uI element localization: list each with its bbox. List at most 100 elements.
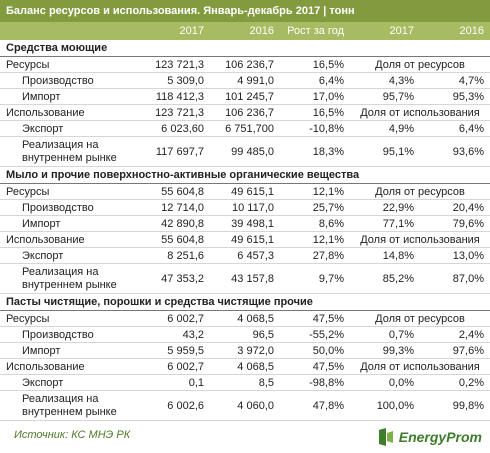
row-label: Импорт: [0, 215, 140, 232]
header-cell: Рост за год: [280, 22, 350, 40]
cell: 85,2%: [350, 263, 420, 294]
data-row: Экспорт 0,1 8,5 -98,8% 0,0% 0,2%: [0, 374, 490, 391]
source: Источник: КС МНЭ РК: [14, 429, 131, 441]
cell: 12 714,0: [140, 199, 210, 216]
cell: 47,5%: [280, 358, 350, 375]
cell: 4,7%: [420, 72, 490, 89]
cell: 25,7%: [280, 199, 350, 216]
title: Баланс ресурсов и использования. Январь-…: [0, 0, 490, 22]
cell: 95,3%: [420, 88, 490, 105]
row-label: Ресурсы: [0, 56, 140, 73]
row-label-text: Производство: [22, 328, 94, 341]
row-label-text: Реализация на внутреннем рынке: [22, 392, 117, 418]
cell: 4,3%: [350, 72, 420, 89]
row-label: Использование: [0, 104, 140, 121]
cell: 6 002,7: [140, 310, 210, 327]
cell: 106 236,7: [210, 104, 280, 121]
cell: 6,4%: [280, 72, 350, 89]
cell: 8,5: [210, 374, 280, 391]
row-label: Экспорт: [0, 247, 140, 264]
cell: 17,0%: [280, 88, 350, 105]
data-row: Импорт 118 412,3 101 245,7 17,0% 95,7% 95,3%: [0, 88, 490, 105]
cell: 106 236,7: [210, 56, 280, 73]
cell: 8,6%: [280, 215, 350, 232]
balance-table: 2017 2016 Рост за год 2017 2016 Средства мою…: [0, 22, 490, 421]
row-label-text: Использование: [6, 233, 85, 246]
cell: 96,5: [210, 326, 280, 343]
cell: -98,8%: [280, 374, 350, 391]
row-label-text: Производство: [22, 74, 94, 87]
section-title: Пасты чистящие, порошки и средства чистя…: [0, 293, 490, 311]
cell: 50,0%: [280, 342, 350, 359]
row-label-text: Реализация на внутреннем рынке: [22, 138, 117, 164]
cell: 42 890,8: [140, 215, 210, 232]
cell: 3 972,0: [210, 342, 280, 359]
cell: 2,4%: [420, 326, 490, 343]
cell: 6 457,3: [210, 247, 280, 264]
cell: 27,8%: [280, 247, 350, 264]
header-cell: 2016: [420, 22, 490, 40]
cell: 0,1: [140, 374, 210, 391]
row-label: Производство: [0, 199, 140, 216]
cell: 16,5%: [280, 56, 350, 73]
row-label-text: Ресурсы: [6, 58, 50, 71]
data-row: Производство 12 714,0 10 117,0 25,7% 22,9% 20…: [0, 199, 490, 216]
row-label: Реализация на внутреннем рынке: [0, 263, 140, 294]
section-title: Средства моющие: [0, 40, 490, 57]
row-label-text: Реализация на внутреннем рынке: [22, 265, 117, 291]
cell: 13,0%: [420, 247, 490, 264]
share-caption: Доля от использования: [350, 104, 490, 121]
row-label-text: Ресурсы: [6, 185, 50, 198]
logo-icon: [378, 428, 393, 446]
cell: 47 353,2: [140, 263, 210, 294]
cell: 14,8%: [350, 247, 420, 264]
cell: 16,5%: [280, 104, 350, 121]
row-label: Импорт: [0, 342, 140, 359]
cell: 99 485,0: [210, 136, 280, 167]
row-label-text: Ресурсы: [6, 312, 50, 325]
row-label-text: Экспорт: [22, 376, 64, 389]
cell: 39 498,1: [210, 215, 280, 232]
row-label: Реализация на внутреннем рынке: [0, 390, 140, 421]
data-row: Ресурсы 55 604,8 49 615,1 12,1% Доля от ресу…: [0, 183, 490, 200]
cell: 93,6%: [420, 136, 490, 167]
cell: 6 002,6: [140, 390, 210, 421]
cell: 10 117,0: [210, 199, 280, 216]
data-row: Реализация на внутреннем рынке 47 353,2 43…: [0, 263, 490, 294]
cell: 12,1%: [280, 231, 350, 248]
cell: 47,5%: [280, 310, 350, 327]
row-label-text: Импорт: [22, 344, 61, 357]
cell: 6 002,7: [140, 358, 210, 375]
logo: EnergyProm: [376, 425, 482, 449]
data-row: Экспорт 6 023,60 6 751,700 -10,8% 4,9% 6,4%: [0, 120, 490, 137]
share-caption: Доля от использования: [350, 358, 490, 375]
row-label: Экспорт: [0, 120, 140, 137]
cell: 123 721,3: [140, 104, 210, 121]
header-row: 2017 2016 Рост за год 2017 2016: [0, 22, 490, 40]
row-label: Производство: [0, 72, 140, 89]
cell: 18,3%: [280, 136, 350, 167]
cell: 87,0%: [420, 263, 490, 294]
share-caption: Доля от ресурсов: [350, 183, 490, 200]
cell: 95,7%: [350, 88, 420, 105]
data-row: Использование 55 604,8 49 615,1 12,1% Доля о…: [0, 231, 490, 248]
data-row: Использование 6 002,7 4 068,5 47,5% Доля от …: [0, 358, 490, 375]
cell: 117 697,7: [140, 136, 210, 167]
section-row: Мыло и прочие поверхностно-активные орга…: [0, 166, 490, 184]
data-row: Реализация на внутреннем рынке 6 002,6 4 0…: [0, 390, 490, 421]
cell: 79,6%: [420, 215, 490, 232]
cell: 0,7%: [350, 326, 420, 343]
cell: 5 959,5: [140, 342, 210, 359]
cell: 4 991,0: [210, 72, 280, 89]
header-cell: 2017: [350, 22, 420, 40]
data-row: Импорт 5 959,5 3 972,0 50,0% 99,3% 97,6%: [0, 342, 490, 359]
row-label-text: Использование: [6, 106, 85, 119]
cell: 9,7%: [280, 263, 350, 294]
cell: 95,1%: [350, 136, 420, 167]
header-cell: 2016: [210, 22, 280, 40]
data-row: Производство 5 309,0 4 991,0 6,4% 4,3% 4,7%: [0, 72, 490, 89]
cell: 99,3%: [350, 342, 420, 359]
cell: 100,0%: [350, 390, 420, 421]
